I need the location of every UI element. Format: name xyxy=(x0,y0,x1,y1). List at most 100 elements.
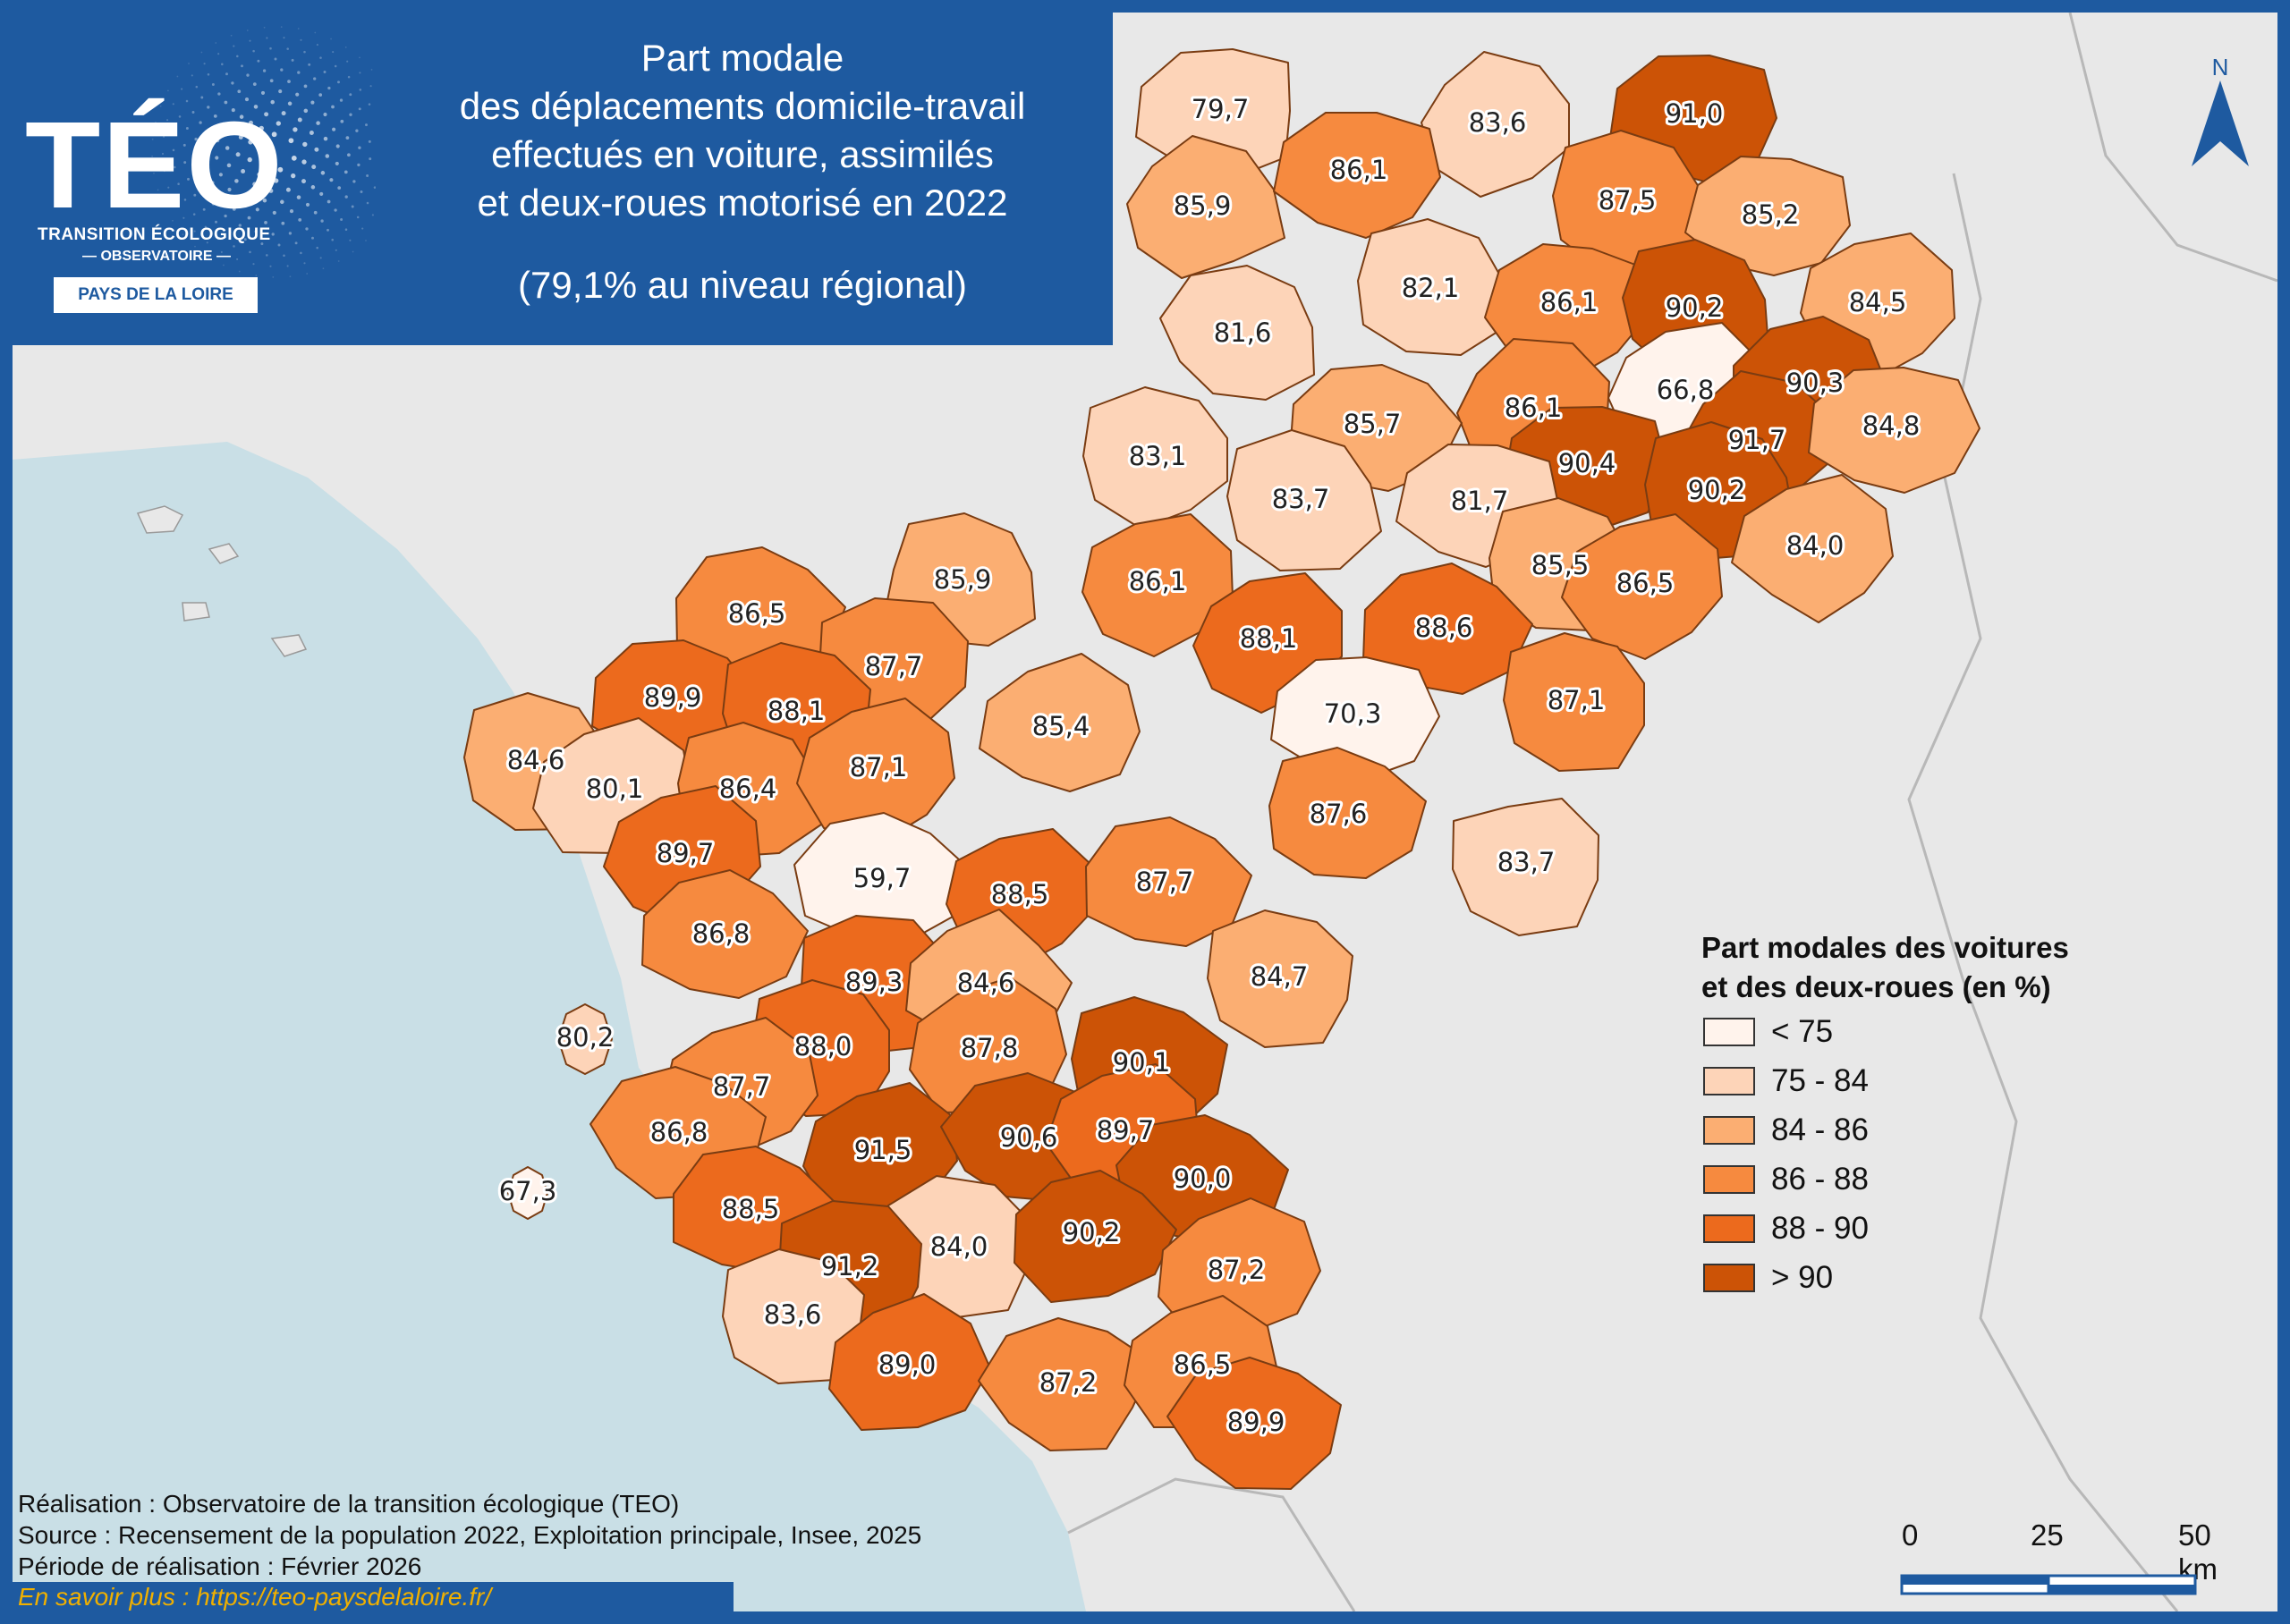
logo-dot xyxy=(252,82,257,86)
commune-value-label: 90,2 xyxy=(1063,1217,1121,1248)
title-line: des déplacements domicile-travail xyxy=(459,85,1026,127)
logo-dot xyxy=(316,121,320,125)
website-link[interactable]: En savoir plus : https://teo-paysdelaloi… xyxy=(18,1583,492,1611)
logo-dot xyxy=(193,193,197,197)
logo-dot xyxy=(172,148,175,152)
logo-dot xyxy=(352,180,356,183)
legend-label: 88 - 90 xyxy=(1771,1211,1869,1246)
logo-dot xyxy=(163,135,165,138)
legend-title: Part modales des voitures et des deux-ro… xyxy=(1701,928,2238,1007)
logo-dot xyxy=(366,174,369,177)
logo-dot xyxy=(300,38,302,41)
logo-dot xyxy=(268,188,274,193)
logo-dot xyxy=(174,202,176,205)
logo-dot xyxy=(208,256,210,258)
title-panel: TÉO TRANSITION ÉCOLOGIQUE — OBSERVATOIRE… xyxy=(0,0,1113,345)
commune-value-label: 87,2 xyxy=(1039,1367,1098,1398)
legend-swatch xyxy=(1703,1214,1755,1243)
commune-value-label: 87,7 xyxy=(1136,867,1194,897)
legend-item: 88 - 90 xyxy=(1701,1204,2238,1253)
logo-dot xyxy=(359,72,361,74)
legend-swatch xyxy=(1703,1116,1755,1145)
commune-value-label: 84,6 xyxy=(507,745,565,775)
commune-polygons xyxy=(463,48,1980,1490)
logo-dot xyxy=(255,275,258,276)
logo-dot xyxy=(249,39,251,42)
commune-value-label: 88,5 xyxy=(722,1194,780,1224)
logo-dot xyxy=(314,31,317,34)
logo-dot xyxy=(196,172,199,175)
logo-dot xyxy=(366,201,369,205)
logo-dot xyxy=(334,208,337,212)
commune-value-label: 85,4 xyxy=(1032,711,1090,741)
logo-dot xyxy=(283,37,285,39)
legend-label: 86 - 88 xyxy=(1771,1162,1869,1197)
commune-value-label: 66,8 xyxy=(1657,375,1715,405)
logo-dot xyxy=(241,169,246,173)
logo-dot xyxy=(220,250,223,253)
logo-dot xyxy=(344,170,348,174)
logo-dot xyxy=(365,240,367,241)
logo-dot xyxy=(297,71,301,74)
logo-dot xyxy=(185,99,189,103)
logo-dot xyxy=(308,63,311,66)
logo-dot xyxy=(358,146,361,149)
logo-dot xyxy=(266,37,268,39)
logo-dot xyxy=(215,42,217,44)
credit-realisation: Réalisation : Observatoire de la transit… xyxy=(18,1490,680,1518)
legend-swatch xyxy=(1703,1264,1755,1292)
logo-dot xyxy=(264,112,269,117)
logo-dot xyxy=(301,179,306,184)
logo-dot xyxy=(183,199,187,201)
logo-dot xyxy=(174,131,177,135)
logo-dot xyxy=(298,218,302,222)
logo-dot xyxy=(236,258,239,260)
logo-dot xyxy=(224,214,227,218)
logo-dot xyxy=(211,202,216,206)
logo-dot xyxy=(159,105,162,107)
logo-dot xyxy=(327,228,329,232)
commune-value-label: 87,5 xyxy=(1599,185,1657,216)
choropleth-map: 79,7 83,6 91,0 85,9 86,1 87,5 85,2 82,1 86,1 90,2… xyxy=(13,13,2277,1611)
logo-dot xyxy=(349,93,352,97)
logo-dot xyxy=(320,171,326,175)
north-label: N xyxy=(2212,54,2229,80)
logo-dot xyxy=(210,181,215,185)
logo-dot xyxy=(217,92,221,96)
logo-dot xyxy=(227,187,232,192)
logo-dot xyxy=(204,225,208,229)
logo-dot xyxy=(224,100,228,105)
commune-value-label: 79,7 xyxy=(1192,94,1250,124)
logo-dot xyxy=(305,227,309,231)
logo-dot xyxy=(339,98,344,102)
logo-dot xyxy=(240,199,244,204)
legend-label: 84 - 86 xyxy=(1771,1112,1869,1147)
logo-dot xyxy=(238,134,243,140)
logo-dot xyxy=(288,232,293,235)
logo-dot xyxy=(325,154,330,158)
commune-value-label: 83,7 xyxy=(1272,484,1330,514)
logo-dot xyxy=(232,207,236,211)
logo-dot xyxy=(200,96,204,99)
logo-dot xyxy=(167,186,170,189)
logo-dot xyxy=(269,79,274,83)
logo-dot xyxy=(311,236,314,240)
commune-value-label: 89,9 xyxy=(1227,1407,1285,1437)
commune-value-label: 86,5 xyxy=(1616,568,1675,598)
commune-value-label: 89,0 xyxy=(878,1349,937,1380)
logo-dot xyxy=(248,140,253,145)
logo-dot xyxy=(192,213,196,216)
logo-dot xyxy=(233,245,235,248)
logo-dot xyxy=(297,117,302,123)
logo-dot xyxy=(296,195,301,199)
region-border xyxy=(2068,13,2277,283)
logo-dot xyxy=(202,207,206,211)
commune-area xyxy=(1273,112,1441,239)
logo-dot xyxy=(155,122,157,123)
commune-area xyxy=(1362,562,1533,695)
logo-dot xyxy=(151,155,153,157)
commune-value-label: 89,3 xyxy=(845,967,903,997)
logo-dot xyxy=(270,99,275,105)
logo-dot xyxy=(252,49,255,53)
logo-dot xyxy=(297,28,300,30)
